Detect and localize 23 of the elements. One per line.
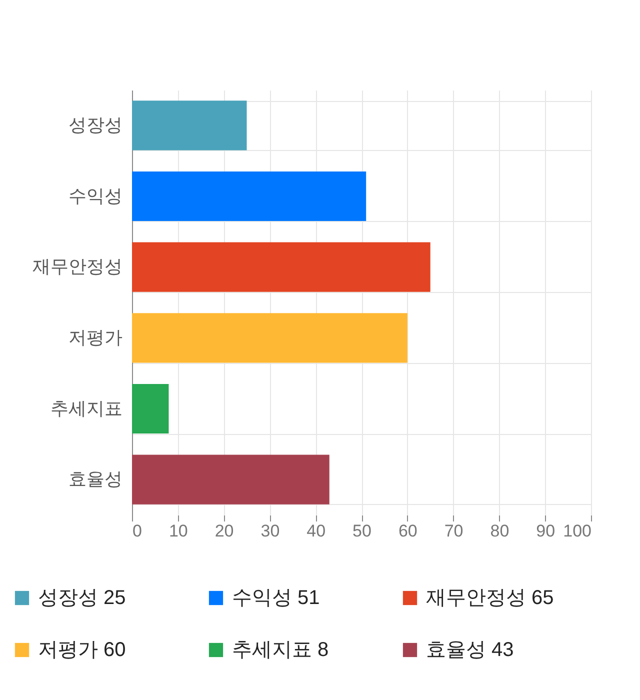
- legend-label: 효율성 43: [426, 639, 514, 661]
- x-tick-label: 60: [398, 522, 418, 540]
- x-tick-label: 90: [536, 522, 556, 540]
- y-tick-label: 효율성: [68, 469, 122, 490]
- x-tick-label: 10: [168, 522, 188, 540]
- x-tick-label: 0: [132, 522, 142, 540]
- x-tick-label: 20: [214, 522, 234, 540]
- y-tick-label: 재무안정성: [32, 256, 122, 277]
- legend-label: 추세지표 8: [232, 639, 329, 661]
- x-tick-label: 100: [563, 522, 592, 540]
- legend-label: 재무안정성 65: [426, 587, 554, 609]
- x-tick-label: 70: [444, 522, 464, 540]
- x-tick-label: 30: [260, 522, 280, 540]
- y-tick-label: 저평가: [68, 327, 122, 348]
- x-tick-label: 50: [352, 522, 372, 540]
- y-tick-label: 추세지표: [50, 398, 122, 418]
- x-tick-label: 40: [306, 522, 326, 540]
- legend-label: 수익성 51: [232, 587, 320, 609]
- legend-label: 저평가 60: [38, 639, 126, 661]
- x-tick-label: 80: [490, 522, 510, 540]
- y-tick-label: 수익성: [68, 186, 122, 206]
- legend-label: 성장성 25: [38, 587, 126, 609]
- y-tick-label: 성장성: [68, 114, 122, 135]
